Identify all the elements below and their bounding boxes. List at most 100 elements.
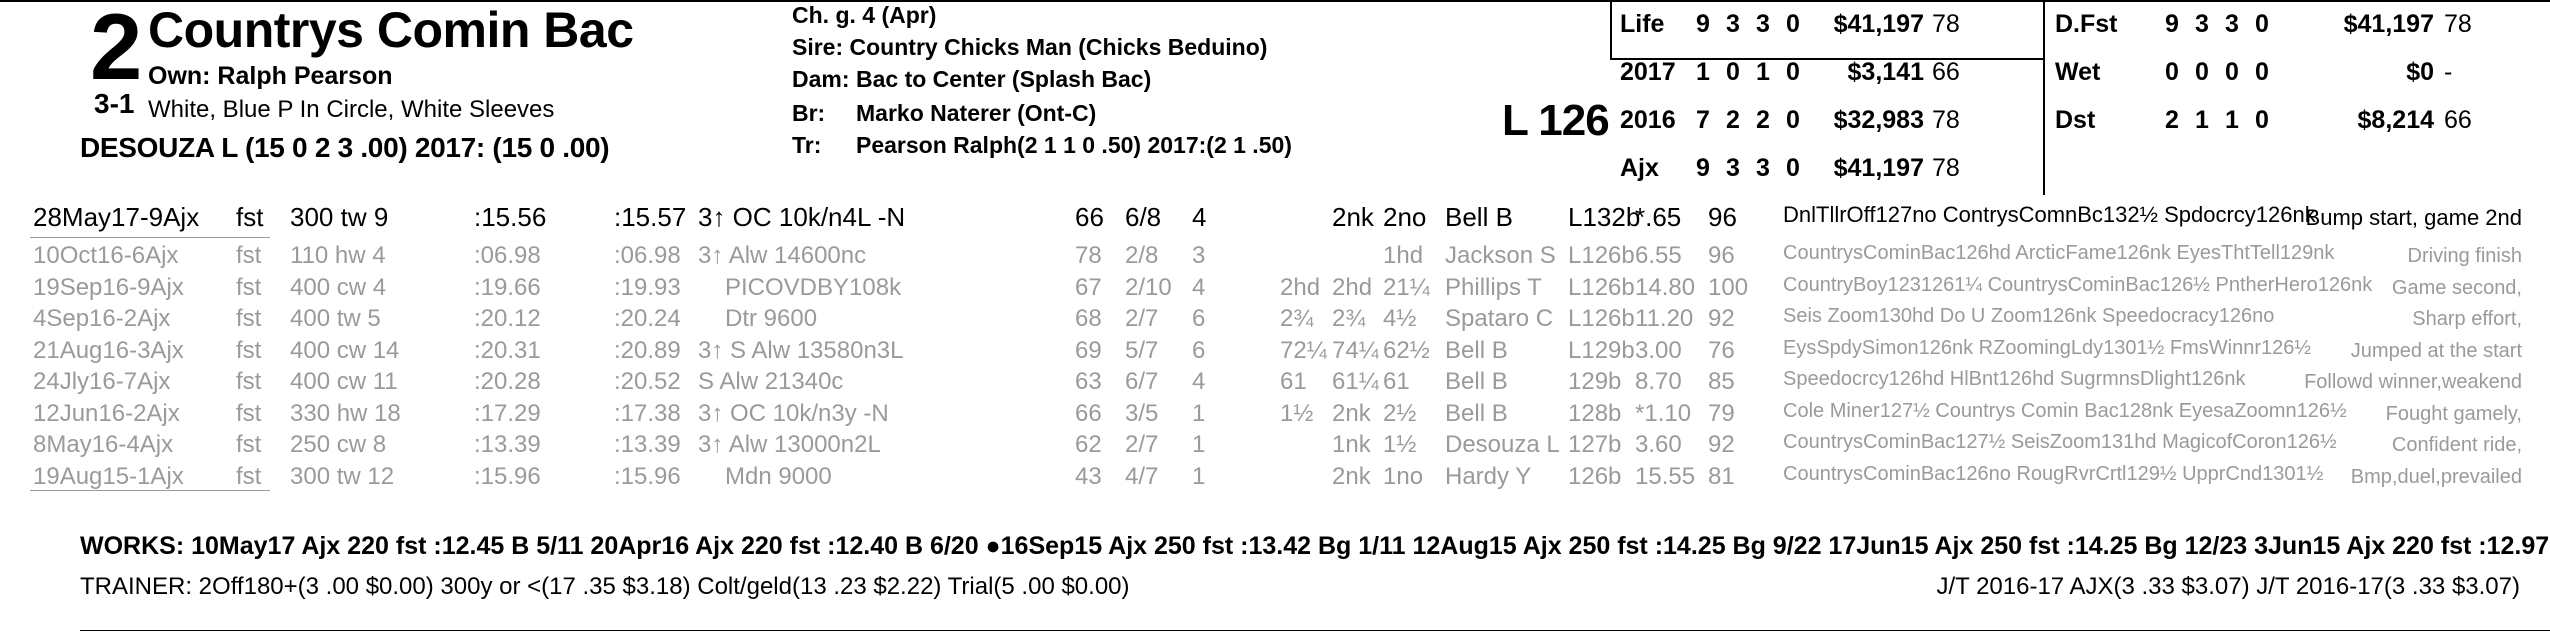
stats-label: Ajx	[1620, 154, 1659, 182]
stats-w: 0	[2195, 58, 2209, 86]
race-f2: :20.89	[614, 336, 681, 364]
stats-box-right-border	[2043, 0, 2045, 195]
race-odds: 3.60	[1635, 431, 1682, 458]
race-odds: 15.55	[1635, 462, 1696, 490]
stats-p: 1	[2225, 106, 2239, 134]
race-fin: 21¼	[1383, 273, 1430, 301]
race-dist: 300 tw 9	[290, 202, 389, 232]
race-line: 19Aug15-1Ajx fst 300 tw 12:15.96:15.96 Mdn …	[0, 463, 2550, 499]
race-sp: 79	[1708, 399, 1735, 427]
race-dist: 330 hw 18	[290, 399, 401, 427]
race-date: 21Aug16-3Ajx	[33, 336, 184, 364]
race-sp: 76	[1708, 336, 1735, 364]
race-cmt: Followd winner,weakend	[2304, 371, 2522, 393]
stats-w: 3	[1726, 10, 1740, 38]
race-line: 21Aug16-3Ajx fst 400 cw 14:20.31:20.89 3↑ S…	[0, 337, 2550, 373]
stats-p: 0	[2225, 58, 2239, 86]
race-dist: 400 tw 5	[290, 305, 381, 332]
race-fig: 69	[1075, 336, 1102, 364]
race-line: 10Oct16-6Ajx fst 110 hw 4:06.98:06.98 3↑ Al…	[0, 242, 2550, 278]
race-fig: 78	[1075, 242, 1102, 269]
race-jky: Jackson S	[1445, 242, 1556, 269]
race-odds: 14.80	[1635, 273, 1696, 301]
race-dist: 400 cw 14	[290, 336, 400, 364]
race-trk: fst	[236, 336, 262, 364]
stats-st: 9	[2165, 10, 2179, 38]
race-med: L126b	[1568, 305, 1635, 332]
stats-s: 0	[1786, 10, 1800, 38]
race-c2: 2hd	[1332, 273, 1373, 301]
race-st: 6	[1192, 305, 1206, 332]
race-c2: 74¼	[1332, 336, 1379, 364]
race-f1: :20.28	[474, 368, 541, 395]
race-line: 12Jun16-2Ajx fst 330 hw 18:17.29:17.38 3↑ O…	[0, 400, 2550, 436]
trainer-label: Tr:	[792, 132, 822, 158]
stats-w: 2	[1726, 106, 1740, 134]
race-fig: 63	[1075, 368, 1102, 395]
race-fin: 61	[1383, 368, 1410, 395]
race-sp: 92	[1708, 305, 1735, 332]
race-trk: fst	[236, 242, 262, 269]
race-odds: 11.20	[1635, 305, 1694, 332]
race-jky: Spataro C	[1445, 305, 1554, 332]
race-f1: :06.98	[474, 242, 541, 269]
dam-label: Dam:	[792, 66, 850, 92]
stats-p: 2	[1756, 106, 1770, 134]
race-cmt: Driving finish	[2407, 245, 2522, 267]
race-fig: 67	[1075, 273, 1102, 301]
stats-earn: $0	[2406, 58, 2434, 86]
race-c2: 2nk	[1332, 462, 1371, 490]
race-jky: Bell B	[1445, 368, 1508, 395]
race-med: 126b	[1568, 462, 1622, 490]
race-cmt: Game second,	[2391, 276, 2522, 299]
race-c2: 2¾	[1332, 305, 1366, 332]
breeder-value: Marko Naterer (Ont-C)	[856, 100, 1097, 126]
race-c1: 1½	[1280, 399, 1314, 427]
race-cls-pre: S Alw 21340c	[698, 368, 844, 395]
race-odds: 8.70	[1635, 368, 1682, 395]
jockey-trainer-stats: J/T 2016-17 AJX(3 .33 $3.07) J/T 2016-17…	[1936, 573, 2521, 600]
horse-name: Countrys Comin Bac	[148, 2, 634, 58]
stats-fig: 78	[1932, 154, 1960, 182]
race-st: 4	[1192, 273, 1206, 301]
race-f1: :19.66	[474, 273, 541, 301]
race-odds: *.65	[1635, 202, 1682, 232]
race-med: L132b	[1568, 202, 1641, 232]
race-pp: 2/8	[1125, 242, 1159, 269]
race-pp: 4/7	[1125, 462, 1159, 490]
race-pp: 3/5	[1125, 399, 1159, 427]
race-dist: 400 cw 11	[290, 368, 398, 395]
horse-description: Ch. g. 4 (Apr)	[792, 2, 937, 28]
stats-earn: $8,214	[2357, 106, 2434, 134]
stats-w: 0	[1726, 58, 1740, 86]
race-date-underline-bottom	[30, 490, 270, 491]
race-line: 8May16-4Ajx fst 250 cw 8:13.39:13.39 3↑ Alw…	[0, 431, 2550, 467]
race-sp: 85	[1708, 368, 1735, 395]
race-date: 10Oct16-6Ajx	[33, 242, 179, 269]
race-sp: 92	[1708, 431, 1735, 458]
race-cls-pre: 3↑ OC 10k/n4L -N	[698, 202, 906, 232]
race-fig: 68	[1075, 305, 1102, 332]
race-fig: 62	[1075, 431, 1102, 458]
race-f1: :15.96	[474, 462, 541, 490]
race-tf: CountrysCominBac126hd ArcticFame126nk Ey…	[1783, 242, 2335, 264]
race-st: 6	[1192, 336, 1206, 364]
race-cls: Dtr 9600	[725, 305, 818, 332]
breeder-line: Br: Marko Naterer (Ont-C)	[792, 100, 1096, 127]
race-f2: :20.52	[614, 368, 681, 395]
race-sp: 81	[1708, 462, 1735, 490]
stats-s: 0	[1786, 154, 1800, 182]
race-pp: 6/8	[1125, 202, 1162, 232]
silks-line: White, Blue P In Circle, White Sleeves	[148, 96, 555, 123]
race-med: L126b	[1568, 242, 1635, 269]
race-line: 28May17-9Ajx fst 300 tw 9:15.56:15.57 3↑ OC…	[0, 202, 2550, 238]
race-dist: 400 cw 4	[290, 273, 387, 301]
race-med: L126b	[1568, 273, 1635, 301]
stats-st: 0	[2165, 58, 2179, 86]
stats-fig: -	[2444, 58, 2453, 86]
race-med: 127b	[1568, 431, 1622, 458]
race-fig: 66	[1075, 399, 1102, 427]
stats-s: 0	[2255, 106, 2269, 134]
stats-earn: $32,983	[1833, 106, 1924, 134]
race-fin: 62½	[1383, 336, 1430, 364]
